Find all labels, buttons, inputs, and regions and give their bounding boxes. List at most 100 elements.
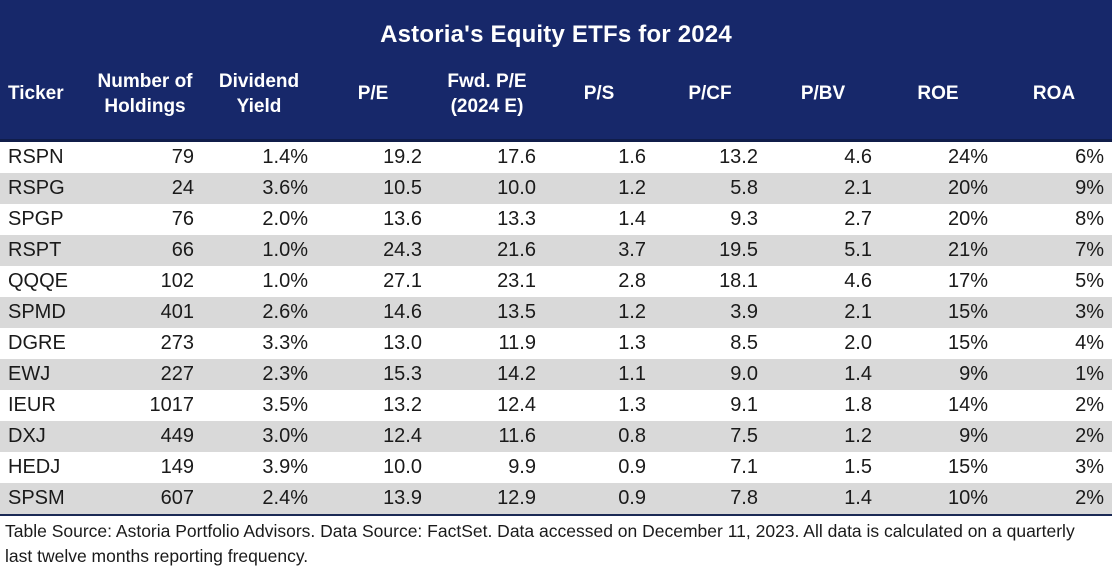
cell-ticker: RSPG: [8, 177, 65, 200]
cell-divyield: 1.4%: [262, 146, 308, 169]
cell-pbv: 1.4: [844, 363, 872, 386]
cell-fwdpe: 12.9: [430, 483, 544, 517]
cell-pbv: 2.7: [844, 208, 872, 231]
column-header-roe: ROE: [880, 49, 996, 143]
cell-roa: 5%: [1075, 270, 1104, 293]
cell-divyield: 3.5%: [262, 394, 308, 417]
cell-pbv: 4.6: [844, 146, 872, 169]
table-row: RSPN 79 1.4% 19.2 17.6 1.6 13.2 4.6 24% 6%: [0, 141, 1112, 174]
cell-pbv: 2.1: [844, 177, 872, 200]
cell-pbv: 4.6: [844, 270, 872, 293]
cell-pcf: 19.5: [719, 239, 758, 262]
column-header-pbv: P/BV: [766, 49, 880, 143]
column-header-ticker: Ticker: [0, 49, 88, 143]
table-row: HEDJ 149 3.9% 10.0 9.9 0.9 7.1 1.5 15% 3%: [0, 452, 1112, 483]
table-row: SPGP 76 2.0% 13.6 13.3 1.4 9.3 2.7 20% 8%: [0, 204, 1112, 235]
cell-ticker: EWJ: [8, 363, 51, 386]
cell-pbv: 2.1: [844, 301, 872, 324]
cell-pe: 15.3: [383, 363, 422, 386]
cell-holdings: 273: [160, 332, 194, 355]
cell-ps: 1.3: [618, 332, 646, 355]
column-header-roa: ROA: [996, 49, 1112, 143]
cell-ps: 1.3: [618, 394, 646, 417]
table-row: SPSM 607 2.4% 13.9 12.9 0.9 7.8 1.4 10% 2%: [0, 483, 1112, 517]
cell-ps: 1.1: [618, 363, 646, 386]
cell-pbv: 1.8: [844, 394, 872, 417]
cell-fwdpe: 9.9: [508, 456, 536, 479]
cell-fwdpe: 13.5: [497, 301, 536, 324]
cell-roe: 15%: [947, 456, 988, 479]
column-header-pe: P/E: [316, 49, 430, 143]
cell-pe: 12.4: [383, 425, 422, 448]
cell-divyield: 3.9%: [262, 456, 308, 479]
cell-roe: 20%: [947, 208, 988, 231]
cell-ps: 1.4: [618, 208, 646, 231]
cell-pcf: 7.8: [654, 483, 766, 517]
cell-ps: 0.9: [618, 456, 646, 479]
cell-pcf: 7.5: [730, 425, 758, 448]
cell-divyield: 3.6%: [262, 177, 308, 200]
cell-fwdpe: 11.6: [498, 425, 536, 448]
cell-pcf: 9.0: [730, 363, 758, 386]
cell-roa: 2%: [996, 483, 1112, 517]
cell-roe: 9%: [959, 363, 988, 386]
cell-roa: 2%: [1075, 425, 1104, 448]
table-row: DGRE 273 3.3% 13.0 11.9 1.3 8.5 2.0 15% 4%: [0, 328, 1112, 359]
cell-holdings: 1017: [149, 394, 195, 417]
cell-roe: 14%: [947, 394, 988, 417]
cell-pe: 13.6: [383, 208, 422, 231]
table-row: RSPT 66 1.0% 24.3 21.6 3.7 19.5 5.1 21% 7%: [0, 235, 1112, 267]
cell-ticker: SPGP: [8, 208, 64, 231]
cell-roe: 9%: [959, 425, 988, 448]
cell-holdings: 66: [171, 239, 194, 262]
cell-holdings: 401: [160, 301, 194, 324]
cell-roe: 15%: [947, 301, 988, 324]
cell-divyield: 1.0%: [262, 270, 308, 293]
cell-roa: 7%: [1075, 239, 1104, 262]
cell-holdings: 607: [88, 483, 202, 517]
cell-holdings: 149: [160, 456, 194, 479]
column-header-fwd-pe: Fwd. P/E (2024 E): [430, 49, 544, 143]
cell-ticker: QQQE: [8, 270, 69, 293]
column-header-pcf: P/CF: [654, 49, 766, 143]
cell-fwdpe: 12.4: [497, 394, 536, 417]
source-note: Table Source: Astoria Portfolio Advisors…: [5, 521, 1075, 567]
cell-ps: 3.7: [618, 239, 646, 262]
cell-divyield: 2.0%: [262, 208, 308, 231]
cell-pe: 10.5: [383, 177, 422, 200]
cell-divyield: 2.6%: [262, 301, 308, 324]
cell-ticker: DXJ: [8, 425, 46, 448]
cell-roa: 8%: [1075, 208, 1104, 231]
column-header-dividend-yield: Dividend Yield: [202, 49, 316, 143]
cell-roa: 6%: [1075, 146, 1104, 169]
cell-holdings: 76: [171, 208, 194, 231]
cell-ticker: SPSM: [0, 483, 88, 517]
cell-fwdpe: 11.9: [498, 332, 536, 355]
table-row: IEUR 1017 3.5% 13.2 12.4 1.3 9.1 1.8 14% 2%: [0, 390, 1112, 421]
cell-ticker: SPMD: [8, 301, 66, 324]
cell-fwdpe: 17.6: [497, 146, 536, 169]
table-row: EWJ 227 2.3% 15.3 14.2 1.1 9.0 1.4 9% 1%: [0, 359, 1112, 391]
cell-pcf: 9.1: [730, 394, 758, 417]
cell-roa: 9%: [1075, 177, 1104, 200]
cell-roa: 3%: [1075, 301, 1104, 324]
cell-pcf: 3.9: [730, 301, 758, 324]
cell-pbv: 1.5: [844, 456, 872, 479]
cell-pbv: 2.0: [844, 332, 872, 355]
cell-ps: 1.6: [618, 146, 646, 169]
cell-pe: 13.2: [383, 394, 422, 417]
cell-holdings: 449: [160, 425, 194, 448]
cell-pe: 13.0: [383, 332, 422, 355]
cell-pe: 10.0: [383, 456, 422, 479]
column-header-holdings: Number of Holdings: [88, 49, 202, 143]
table-body: RSPN 79 1.4% 19.2 17.6 1.6 13.2 4.6 24% 6% RSPG 24 3…: [0, 141, 1112, 517]
table-row: RSPG 24 3.6% 10.5 10.0 1.2 5.8 2.1 20% 9%: [0, 173, 1112, 205]
column-header-ps: P/S: [544, 49, 654, 143]
cell-pe: 24.3: [383, 239, 422, 262]
cell-pe: 19.2: [383, 146, 422, 169]
cell-holdings: 79: [171, 146, 194, 169]
cell-pe: 14.6: [383, 301, 422, 324]
cell-ps: 0.8: [618, 425, 646, 448]
cell-divyield: 1.0%: [262, 239, 308, 262]
